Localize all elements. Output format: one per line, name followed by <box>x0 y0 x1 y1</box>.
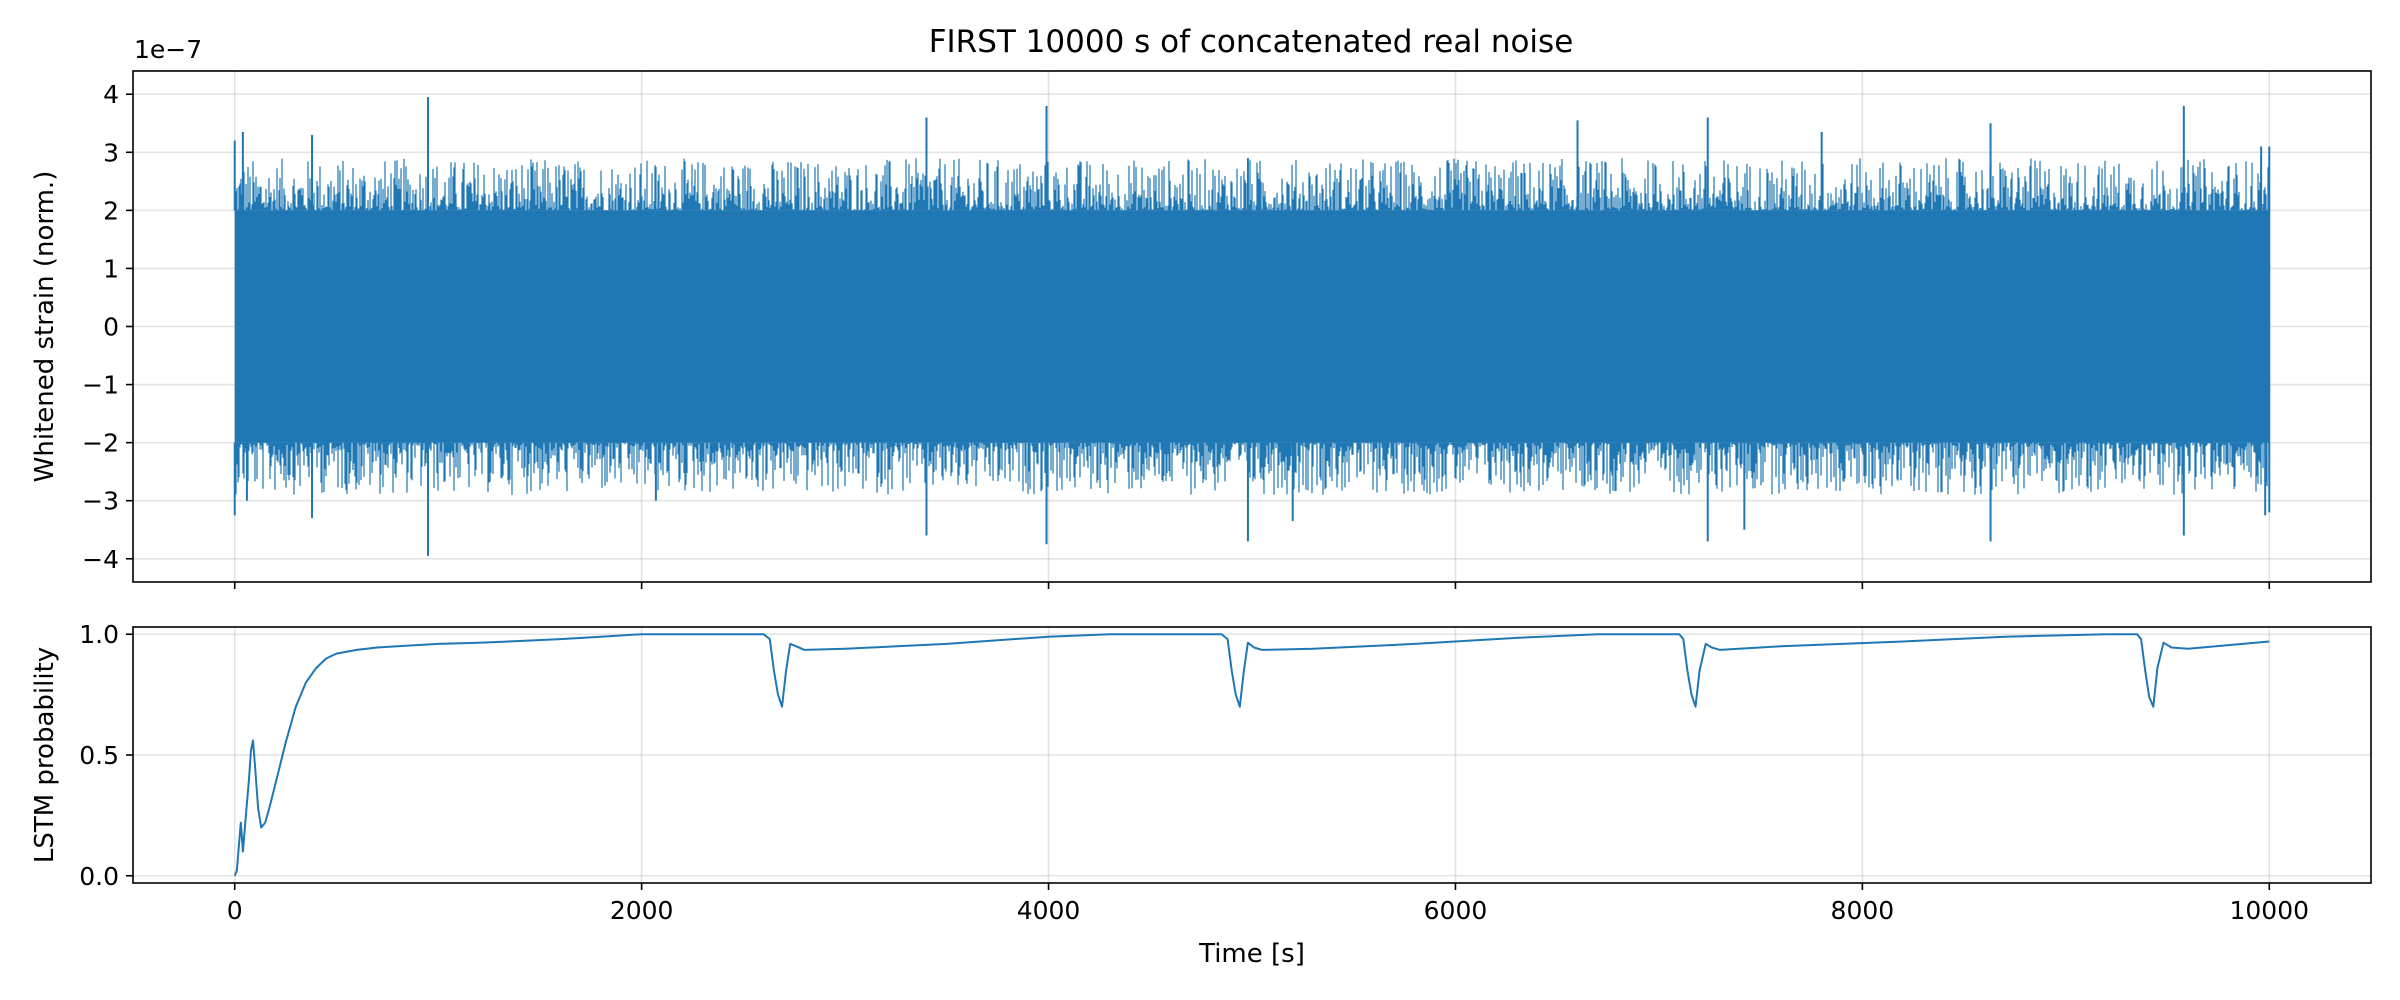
y-tick-label: −1 <box>82 371 119 400</box>
x-tick-label: 6000 <box>1424 896 1488 925</box>
probability-axes: 0 2000 4000 6000 8000 10000 0.0 0.5 1.0 LSTM prob… <box>30 620 2372 969</box>
x-tick-label: 4000 <box>1017 896 1081 925</box>
y-tick-label: 0.5 <box>79 741 119 770</box>
y-tick-label: 0.0 <box>79 862 119 891</box>
x-tick-label: 0 <box>227 896 243 925</box>
y-tick-label: 2 <box>103 196 119 225</box>
x-tick-label: 10000 <box>2230 896 2310 925</box>
x-tick-label: 8000 <box>1831 896 1895 925</box>
y-axis-label: LSTM probability <box>30 647 60 863</box>
y-tick-label: 3 <box>103 138 119 167</box>
x-tick-label: 2000 <box>610 896 674 925</box>
noise-band <box>234 210 2270 443</box>
y-axis-label: Whitened strain (norm.) <box>30 171 60 483</box>
strain-axes: −4 −3 −2 −1 0 1 2 3 4 Whitened strain (norm.) 1e−7 <box>30 35 2372 589</box>
y-tick-label: 1.0 <box>79 620 119 649</box>
y-tick-label: 1 <box>103 254 119 283</box>
y-tick-label: −3 <box>82 487 119 516</box>
probability-line <box>233 633 2270 877</box>
chart-title: FIRST 10000 s of concatenated real noise <box>929 24 1574 60</box>
y-tick-label: −4 <box>82 545 119 574</box>
y-tick-label: −2 <box>82 429 119 458</box>
y-tick-label: 0 <box>103 313 119 342</box>
y-offset-label: 1e−7 <box>134 35 202 64</box>
x-axis-label: Time [s] <box>1198 939 1305 969</box>
y-tick-label: 4 <box>103 80 119 109</box>
plot-area <box>233 633 2270 877</box>
plot-area <box>233 97 2271 556</box>
